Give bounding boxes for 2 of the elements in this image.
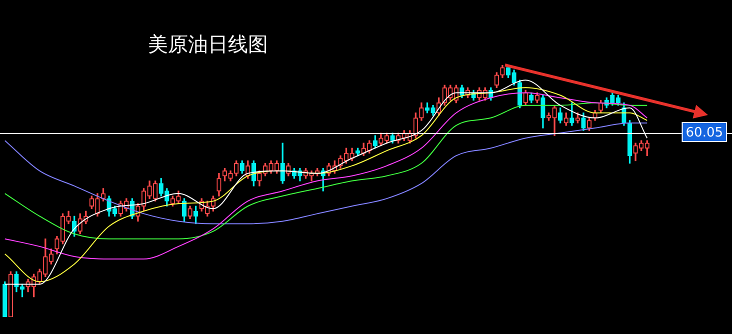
text: 60.05 (686, 125, 723, 140)
chart-title: 美原油日线图 (148, 31, 268, 58)
